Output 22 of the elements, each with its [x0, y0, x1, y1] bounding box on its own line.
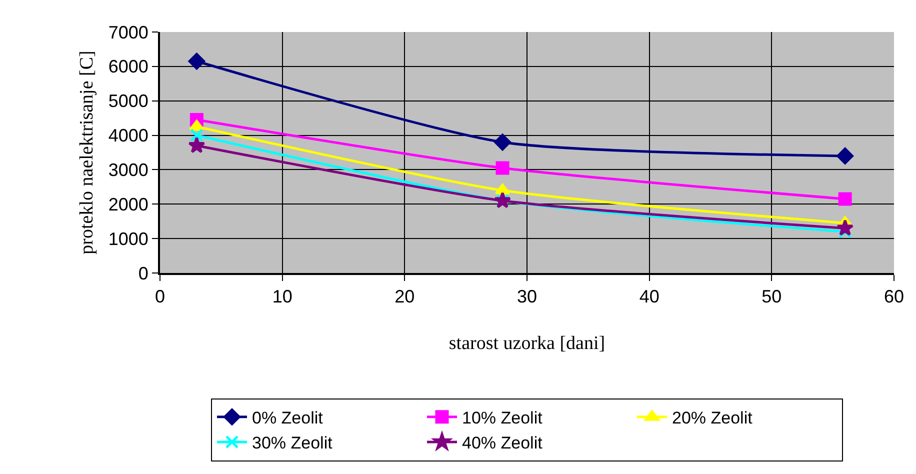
y-tick-label: 1000 — [108, 228, 148, 249]
x-tick-label: 60 — [884, 286, 904, 307]
y-tick-label: 3000 — [108, 160, 148, 180]
y-tick-label: 0 — [138, 263, 148, 284]
legend-label: 40% Zeolit — [462, 434, 543, 453]
y-tick-label: 5000 — [108, 91, 148, 112]
x-tick-label: 0 — [154, 286, 166, 307]
legend-label: 20% Zeolit — [672, 408, 753, 428]
y-axis-title: proteklo naelektrisanje [C] — [76, 50, 98, 254]
x-tick-label: 50 — [762, 286, 782, 307]
x-tick-label: 30 — [516, 286, 538, 307]
legend-label: 30% Zeolit — [252, 434, 333, 453]
y-tick-label: 2000 — [108, 194, 148, 214]
x-tick-label: 20 — [394, 286, 415, 307]
y-tick-label: 4000 — [108, 126, 148, 146]
x-tick-label: 40 — [639, 286, 660, 307]
y-tick-label: 6000 — [108, 56, 148, 77]
legend-label: 10% Zeolit — [462, 408, 543, 428]
x-tick-label: 10 — [272, 286, 292, 307]
x-axis-title: starost uzorka [dani] — [448, 332, 606, 354]
y-tick-label: 7000 — [108, 22, 148, 42]
legend-label: 0% Zeolit — [252, 408, 324, 428]
